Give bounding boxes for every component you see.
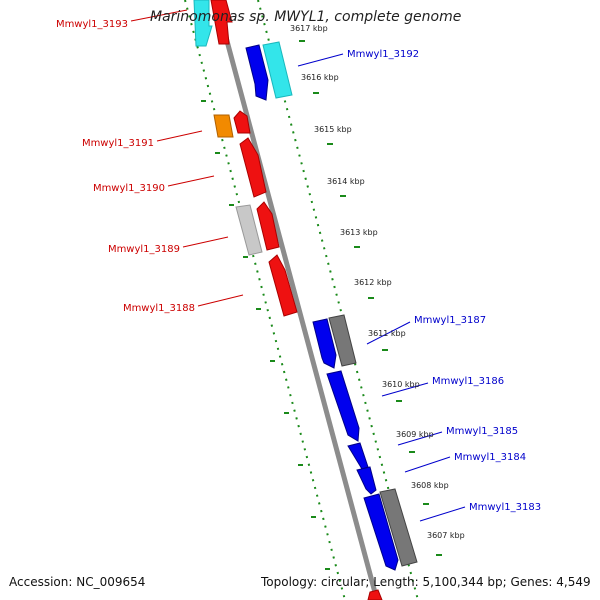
gene-mmwyl1-3190[interactable]: [239, 137, 267, 198]
gene-mmwyl1-3191-orange[interactable]: [213, 114, 234, 138]
gene-mmwyl1-3193[interactable]: [193, 0, 213, 47]
gene-mmwyl1-3184[interactable]: [356, 466, 377, 495]
gene-mmwyl1-3192-cyan[interactable]: [262, 41, 293, 99]
leader-line: [156, 130, 203, 142]
gene-mmwyl1-3192[interactable]: [245, 44, 269, 101]
tick-label: 3617 kbp: [290, 24, 328, 33]
leader-line: [182, 236, 229, 248]
gene-label-mmwyl1-3193[interactable]: Mmwyl1_3193: [56, 19, 128, 30]
genome-summary-text: Topology: circular; Length: 5,100,344 bp…: [261, 575, 591, 589]
tick-label: 3612 kbp: [354, 278, 392, 287]
gene-mmwyl1-3187-gray[interactable]: [328, 314, 357, 367]
leader-line: [404, 456, 451, 473]
genome-title: Marinomonas sp. MWYL1, complete genome: [150, 9, 462, 25]
tick-label: 3614 kbp: [327, 177, 365, 186]
accession-text: Accession: NC_009654: [9, 575, 146, 589]
gene-label-mmwyl1-3186[interactable]: Mmwyl1_3186: [432, 376, 504, 387]
leader-line: [419, 506, 466, 522]
gene-mmwyl1-3183-gray[interactable]: [379, 488, 418, 567]
genome-backbone: [213, 0, 380, 600]
gene-label-mmwyl1-3187[interactable]: Mmwyl1_3187: [414, 315, 486, 326]
leader-line: [397, 431, 443, 446]
tick-label: 3616 kbp: [301, 73, 339, 82]
gene-mmwyl1-3193-red[interactable]: [210, 0, 233, 45]
leader-line: [297, 53, 344, 67]
gene-label-mmwyl1-3191[interactable]: Mmwyl1_3191: [82, 138, 154, 149]
tick-label: 3613 kbp: [340, 228, 378, 237]
gene-label-mmwyl1-3192[interactable]: Mmwyl1_3192: [347, 49, 419, 60]
leader-line: [381, 382, 429, 397]
gene-mmwyl1-3189-gray[interactable]: [235, 204, 263, 256]
tick-label: 3611 kbp: [368, 329, 406, 338]
leader-line: [197, 294, 244, 307]
gene-label-mmwyl1-3183[interactable]: Mmwyl1_3183: [469, 502, 541, 513]
gene-partial-bottom[interactable]: [367, 589, 383, 600]
tick-label: 3608 kbp: [411, 481, 449, 490]
gene-label-mmwyl1-3190[interactable]: Mmwyl1_3190: [93, 183, 165, 194]
leader-line: [167, 175, 215, 187]
leader-line: [366, 321, 411, 345]
gene-mmwyl1-3191[interactable]: [233, 110, 251, 134]
tick-label: 3607 kbp: [427, 531, 465, 540]
gene-mmwyl1-3187[interactable]: [312, 318, 337, 369]
gene-label-mmwyl1-3188[interactable]: Mmwyl1_3188: [123, 303, 195, 314]
tick-label: 3610 kbp: [382, 380, 420, 389]
gene-mmwyl1-3186[interactable]: [326, 370, 360, 442]
gene-mmwyl1-3183[interactable]: [363, 493, 399, 571]
tick-label: 3615 kbp: [314, 125, 352, 134]
gene-mmwyl1-3185[interactable]: [347, 442, 369, 470]
tick-label: 3609 kbp: [396, 430, 434, 439]
gene-mmwyl1-3188[interactable]: [268, 254, 298, 317]
gene-label-mmwyl1-3184[interactable]: Mmwyl1_3184: [454, 452, 526, 463]
gene-mmwyl1-3189[interactable]: [256, 201, 280, 251]
leader-line: [130, 9, 188, 22]
gene-label-mmwyl1-3185[interactable]: Mmwyl1_3185: [446, 426, 518, 437]
gene-label-mmwyl1-3189[interactable]: Mmwyl1_3189: [108, 244, 180, 255]
